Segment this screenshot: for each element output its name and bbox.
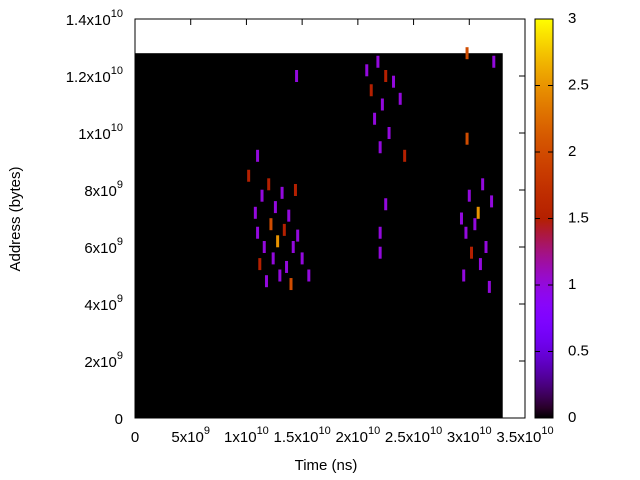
cell bbox=[470, 246, 474, 259]
cell bbox=[384, 70, 388, 82]
cell bbox=[291, 241, 295, 253]
cell bbox=[280, 186, 284, 199]
y-tick-label: 0 bbox=[115, 411, 123, 428]
cell bbox=[273, 201, 277, 214]
y-axis-label: Address (bytes) bbox=[7, 166, 24, 271]
colorbar-tick-label: 0 bbox=[568, 409, 576, 426]
cell bbox=[465, 47, 469, 60]
cell bbox=[465, 132, 469, 145]
cell bbox=[392, 75, 396, 88]
cell bbox=[473, 218, 477, 231]
cell bbox=[260, 189, 264, 202]
cell bbox=[285, 260, 289, 273]
y-tick-label: 2x109 bbox=[84, 350, 123, 371]
x-tick-label: 3.5x1010 bbox=[496, 425, 553, 446]
cell bbox=[467, 189, 471, 202]
cell bbox=[282, 223, 286, 236]
cell bbox=[253, 206, 257, 219]
cell bbox=[378, 141, 382, 154]
cell bbox=[256, 226, 260, 239]
colorbar-tick-label: 2.5 bbox=[568, 76, 589, 93]
cell bbox=[464, 226, 468, 239]
cell bbox=[378, 246, 382, 259]
cell bbox=[262, 241, 266, 253]
cell bbox=[398, 92, 402, 105]
cell bbox=[380, 98, 384, 111]
y-tick-label: 1.4x1010 bbox=[66, 8, 123, 29]
cell bbox=[403, 149, 407, 162]
cell bbox=[289, 278, 293, 291]
cell bbox=[269, 218, 273, 231]
cell bbox=[264, 275, 268, 288]
cell bbox=[300, 252, 304, 265]
cell bbox=[276, 235, 280, 248]
colorbar-tick-label: 1.5 bbox=[568, 209, 589, 226]
cell bbox=[481, 178, 485, 191]
y-tick-label: 1x1010 bbox=[78, 122, 123, 143]
colorbar-tick-label: 1 bbox=[568, 276, 576, 293]
cell bbox=[478, 258, 482, 271]
cell bbox=[293, 184, 297, 196]
cell bbox=[376, 55, 380, 68]
y-tick-label: 1.2x1010 bbox=[66, 65, 123, 86]
cell bbox=[378, 226, 382, 239]
cell bbox=[487, 280, 491, 293]
x-tick-label: 5x109 bbox=[171, 425, 210, 446]
cell bbox=[278, 269, 282, 282]
cell bbox=[258, 258, 262, 271]
y-tick-label: 8x109 bbox=[84, 179, 123, 200]
cell bbox=[267, 178, 271, 191]
x-tick-label: 0 bbox=[131, 429, 139, 446]
cell bbox=[387, 127, 391, 139]
x-tick-label: 1x1010 bbox=[224, 425, 269, 446]
x-tick-label: 3x1010 bbox=[447, 425, 492, 446]
cell bbox=[484, 241, 488, 253]
cell bbox=[384, 198, 388, 211]
cell bbox=[490, 195, 494, 208]
cell bbox=[459, 212, 463, 225]
cell bbox=[373, 112, 377, 125]
x-axis-label: Time (ns) bbox=[295, 457, 358, 474]
cell bbox=[462, 269, 466, 282]
cell bbox=[369, 84, 373, 97]
plot-frame bbox=[134, 18, 526, 419]
x-tick-label: 2.5x1010 bbox=[385, 425, 442, 446]
colorbar-tick-label: 3 bbox=[568, 10, 576, 27]
cell bbox=[296, 229, 300, 242]
cell bbox=[271, 252, 275, 265]
zero-region bbox=[135, 53, 503, 418]
x-tick-label: 1.5x1010 bbox=[273, 425, 330, 446]
y-tick-label: 6x109 bbox=[84, 236, 123, 257]
cell bbox=[256, 149, 260, 162]
cell bbox=[492, 55, 496, 68]
cell bbox=[247, 169, 251, 182]
y-tick-label: 4x109 bbox=[84, 293, 123, 314]
cell bbox=[287, 209, 291, 222]
colorbar-tick-label: 2 bbox=[568, 143, 576, 160]
cell bbox=[295, 70, 299, 82]
cell bbox=[365, 64, 369, 77]
colorbar-tick-label: 0.5 bbox=[568, 342, 589, 359]
cell bbox=[476, 206, 480, 219]
x-tick-label: 2x1010 bbox=[335, 425, 380, 446]
cell bbox=[307, 269, 311, 282]
